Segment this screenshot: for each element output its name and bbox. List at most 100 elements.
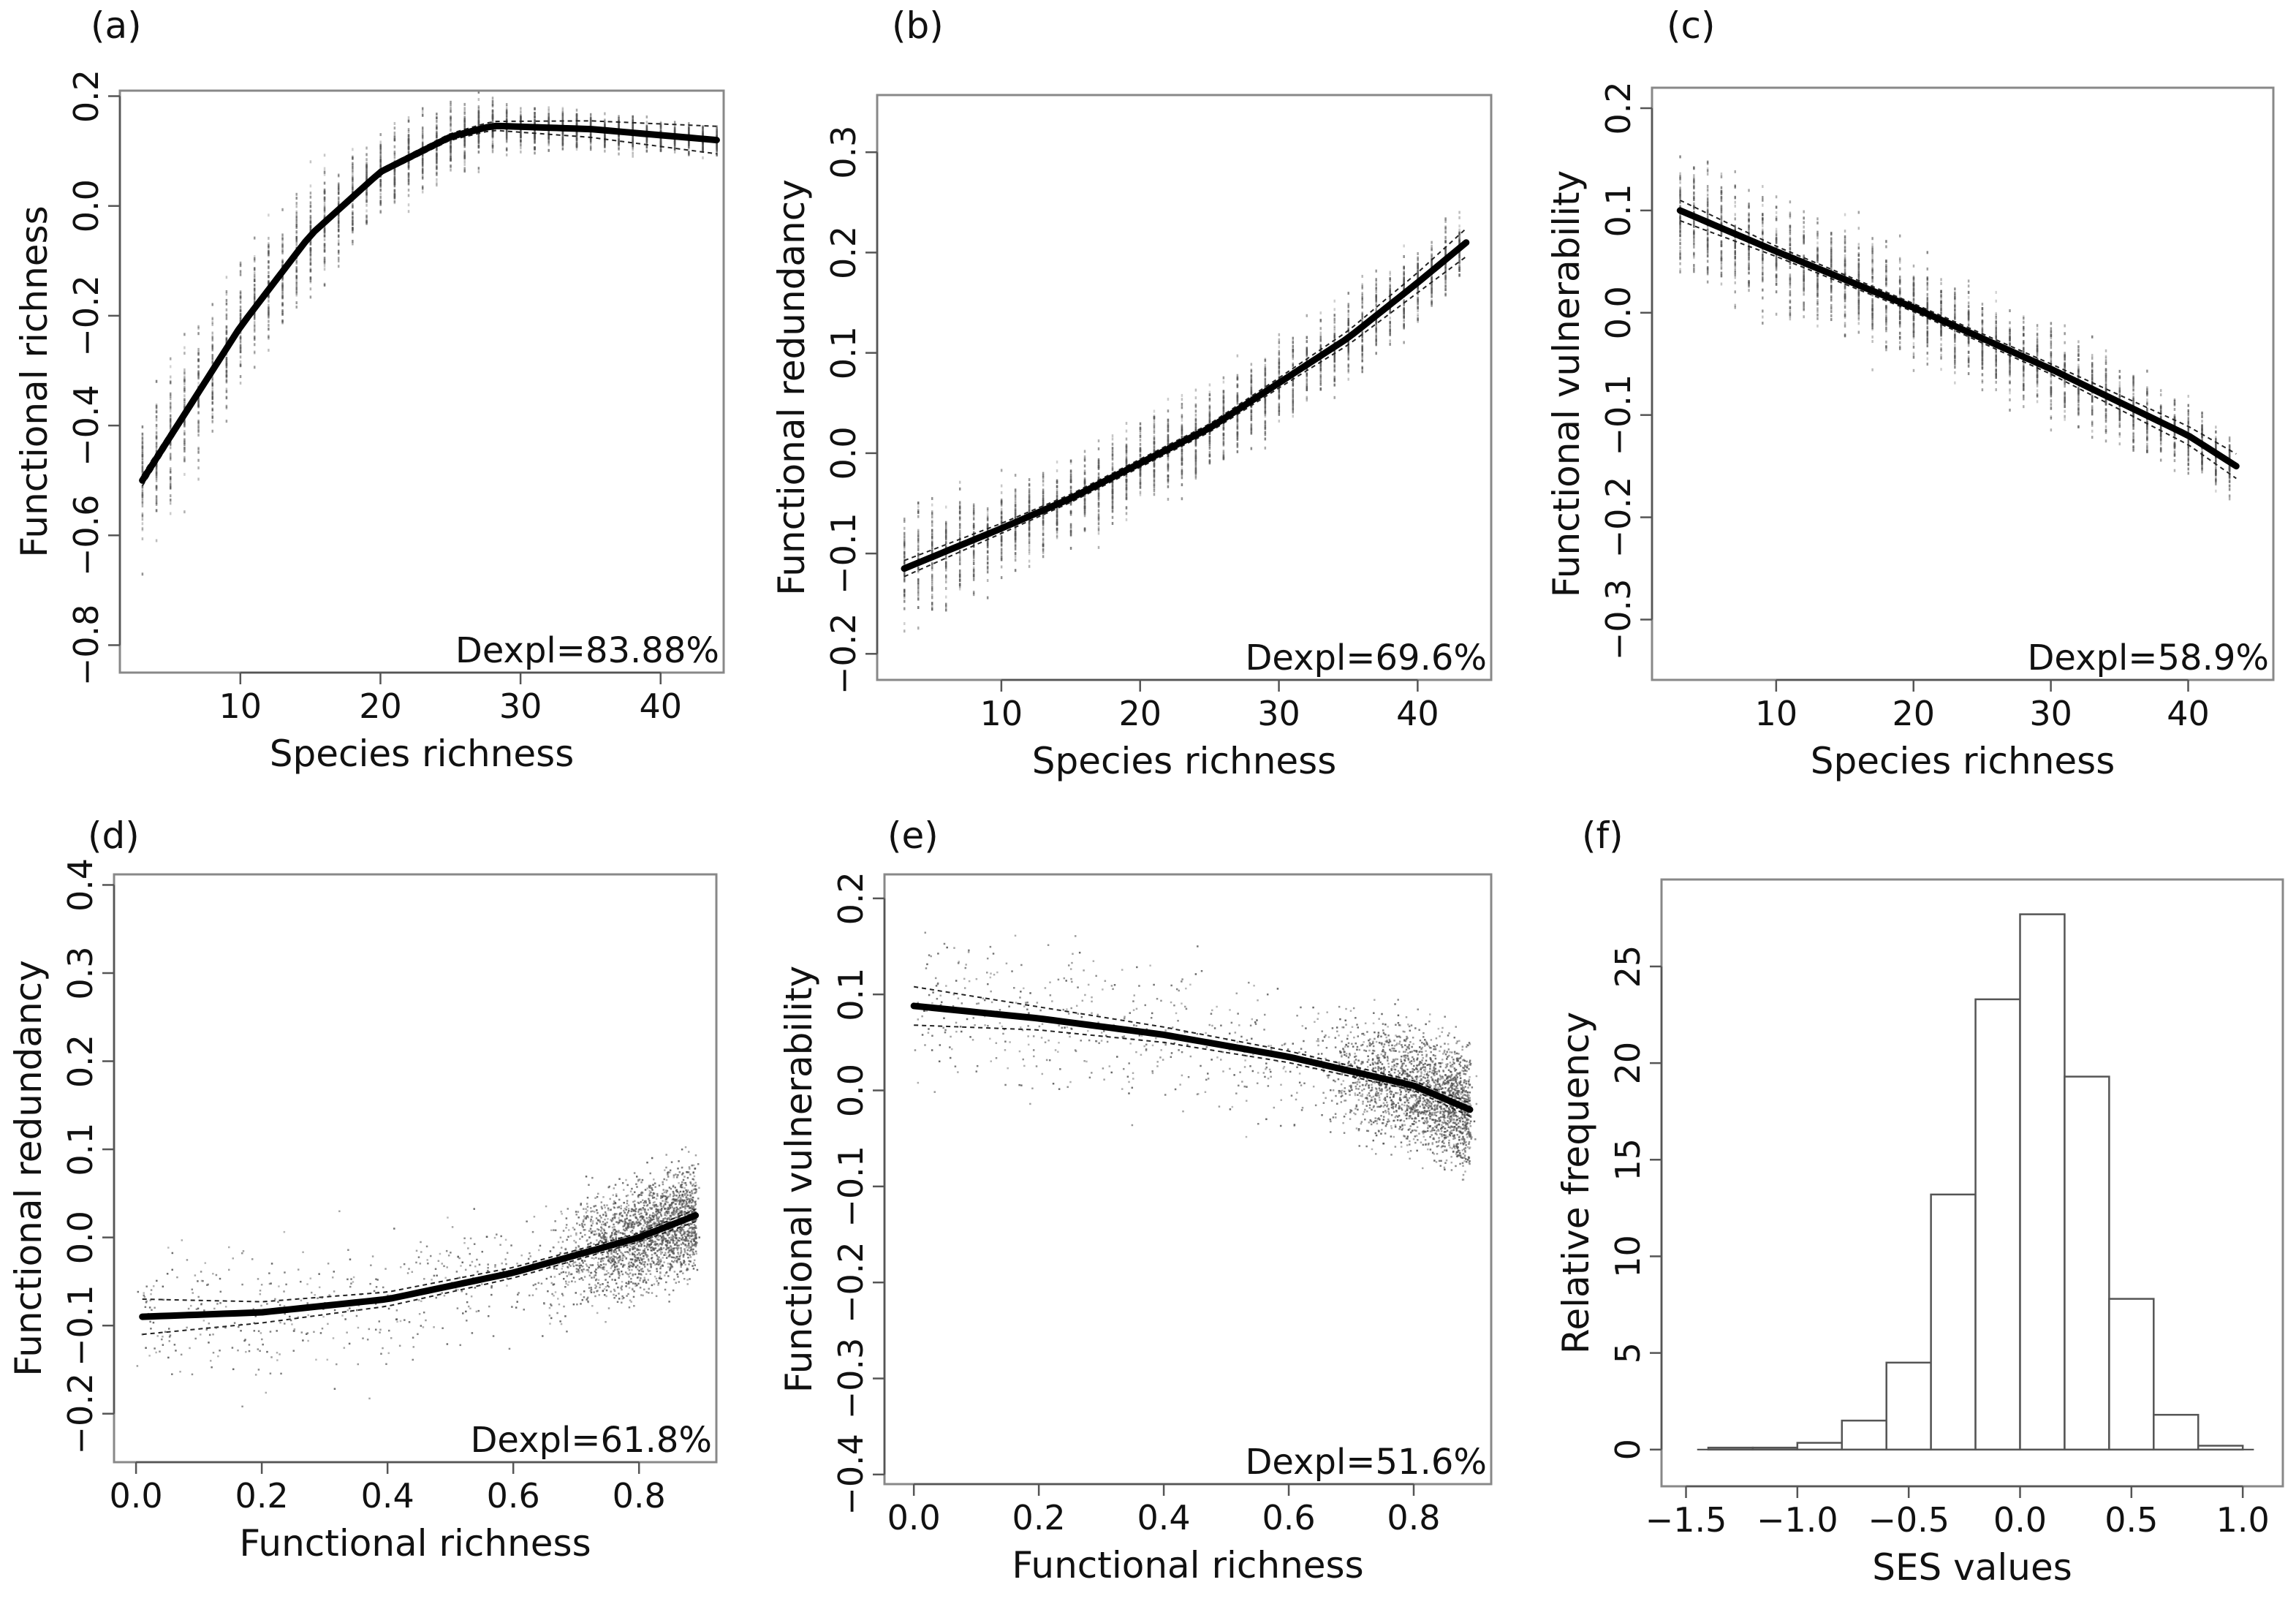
data-point bbox=[169, 481, 172, 485]
data-point bbox=[632, 135, 634, 139]
data-point bbox=[1097, 465, 1100, 469]
data-point bbox=[534, 122, 536, 126]
data-point bbox=[702, 125, 704, 129]
data-point bbox=[1347, 309, 1349, 313]
data-point bbox=[604, 138, 606, 142]
data-point bbox=[1278, 349, 1281, 353]
data-point bbox=[268, 236, 270, 240]
data-point bbox=[183, 371, 186, 374]
data-point bbox=[393, 156, 396, 159]
data-point bbox=[1375, 307, 1377, 311]
data-point bbox=[169, 425, 172, 429]
data-point bbox=[281, 251, 284, 255]
data-point bbox=[1222, 432, 1225, 436]
data-point bbox=[1083, 511, 1086, 515]
data-point bbox=[958, 523, 961, 526]
data-point bbox=[1319, 339, 1322, 343]
data-point bbox=[1347, 305, 1349, 309]
data-point bbox=[450, 152, 452, 156]
data-point bbox=[337, 174, 340, 178]
data-point bbox=[268, 252, 270, 256]
data-point bbox=[561, 147, 564, 151]
data-point bbox=[463, 169, 466, 173]
data-point bbox=[169, 417, 172, 421]
data-point bbox=[337, 196, 340, 200]
data-point bbox=[393, 179, 396, 183]
data-point bbox=[421, 140, 424, 144]
data-point bbox=[352, 184, 354, 187]
data-point bbox=[352, 219, 354, 223]
data-point bbox=[225, 379, 228, 382]
x-tick-label: 10 bbox=[219, 686, 262, 726]
data-point bbox=[281, 258, 284, 262]
data-point bbox=[295, 215, 298, 219]
data-point bbox=[1319, 382, 1322, 386]
data-point bbox=[450, 100, 452, 104]
data-point bbox=[1194, 450, 1197, 454]
data-point bbox=[1236, 442, 1239, 445]
data-point bbox=[239, 290, 242, 294]
data-point bbox=[1181, 402, 1183, 406]
data-point bbox=[958, 559, 961, 562]
data-point bbox=[337, 203, 340, 207]
data-point bbox=[268, 306, 270, 310]
data-point bbox=[197, 466, 200, 470]
data-point bbox=[1278, 338, 1281, 341]
data-point bbox=[618, 145, 620, 149]
data-point bbox=[155, 498, 158, 502]
data-point bbox=[1222, 427, 1225, 431]
data-point bbox=[197, 365, 200, 368]
data-point bbox=[393, 131, 396, 135]
data-point bbox=[436, 135, 438, 138]
data-point bbox=[281, 233, 284, 237]
data-point bbox=[239, 309, 242, 312]
data-point bbox=[1056, 460, 1058, 464]
data-point bbox=[1000, 542, 1003, 545]
data-point bbox=[477, 113, 480, 116]
data-point bbox=[604, 139, 606, 143]
data-point bbox=[1056, 531, 1058, 534]
data-point bbox=[183, 377, 186, 381]
data-point bbox=[323, 282, 326, 286]
data-point bbox=[379, 164, 382, 167]
data-point bbox=[211, 384, 213, 387]
data-point bbox=[931, 534, 933, 538]
data-point bbox=[702, 156, 704, 159]
data-point bbox=[183, 438, 186, 442]
data-point bbox=[450, 115, 452, 118]
data-point bbox=[225, 298, 228, 302]
data-point bbox=[309, 254, 312, 258]
data-point bbox=[477, 116, 480, 120]
data-point bbox=[534, 146, 536, 150]
data-point bbox=[1194, 409, 1197, 413]
data-point bbox=[1111, 510, 1114, 513]
data-point bbox=[1111, 483, 1114, 487]
data-point bbox=[295, 275, 298, 279]
data-point bbox=[407, 128, 410, 132]
data-point bbox=[1181, 414, 1183, 417]
data-point bbox=[268, 271, 270, 274]
data-point bbox=[1000, 540, 1003, 543]
data-point bbox=[1292, 406, 1295, 410]
data-point bbox=[407, 182, 410, 186]
data-point bbox=[986, 561, 989, 565]
data-point bbox=[520, 131, 522, 135]
data-point bbox=[295, 202, 298, 205]
data-point bbox=[169, 409, 172, 413]
data-point bbox=[491, 117, 494, 121]
data-point bbox=[1222, 406, 1225, 409]
data-point bbox=[239, 355, 242, 359]
data-point bbox=[436, 156, 438, 159]
data-point bbox=[295, 290, 298, 294]
data-point bbox=[309, 201, 312, 205]
data-point bbox=[379, 200, 382, 203]
data-point bbox=[1083, 505, 1086, 509]
data-point bbox=[1236, 444, 1239, 448]
data-point bbox=[1167, 418, 1170, 422]
data-point bbox=[197, 424, 200, 428]
data-point bbox=[972, 555, 975, 559]
data-point bbox=[169, 392, 172, 396]
data-point bbox=[463, 140, 466, 143]
data-point bbox=[1028, 488, 1031, 491]
